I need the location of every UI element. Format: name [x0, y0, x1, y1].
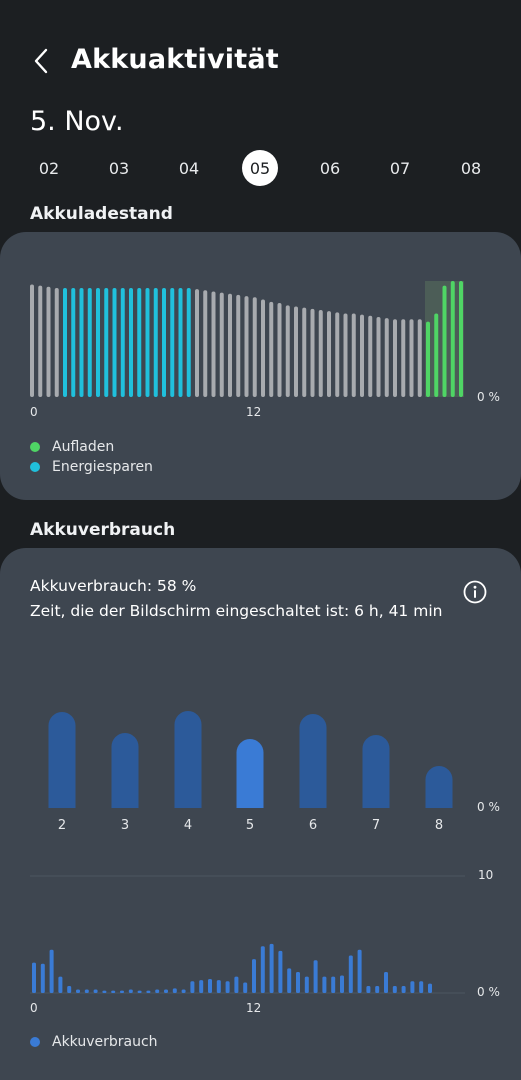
day-item-06[interactable]: 06	[319, 158, 341, 178]
day-item-02[interactable]: 02	[38, 158, 60, 178]
hourly-percent-label: 0 %	[477, 985, 500, 999]
usage-percent-text: Akkuverbrauch: 58 %	[30, 577, 197, 595]
battery-level-card	[0, 232, 521, 500]
day-item-08[interactable]: 08	[460, 158, 482, 178]
legend-label-charging: Aufladen	[52, 439, 115, 455]
battery-usage-title: Akkuverbrauch	[30, 520, 176, 540]
power-saving-dot-icon	[30, 462, 40, 472]
level-percent-label: 0 %	[477, 390, 500, 404]
chevron-left-icon	[34, 48, 48, 74]
legend-item-usage: Akkuverbrauch	[30, 1032, 158, 1052]
level-x-tick-12: 12	[246, 405, 262, 419]
hourly-x-tick-12: 12	[246, 1001, 262, 1015]
page-title: Akkuaktivität	[71, 44, 279, 75]
back-button[interactable]	[24, 44, 58, 78]
charging-dot-icon	[30, 442, 40, 452]
screen-time-text: Zeit, die der Bildschirm eingeschaltet i…	[30, 602, 443, 620]
selected-date: 5. Nov.	[30, 106, 124, 137]
battery-level-title: Akkuladestand	[30, 204, 173, 224]
day-selector: 02 03 04 05 06 07 08	[0, 148, 521, 188]
usage-dot-icon	[30, 1037, 40, 1047]
hourly-max-label: 10	[478, 868, 494, 882]
day-item-05[interactable]: 05	[242, 150, 278, 186]
level-legend: Aufladen Energiesparen	[30, 437, 153, 477]
legend-item-power-saving: Energiesparen	[30, 457, 153, 477]
legend-label-usage: Akkuverbrauch	[52, 1034, 158, 1050]
hourly-x-tick-0: 0	[30, 1001, 38, 1015]
day-item-04[interactable]: 04	[178, 158, 200, 178]
legend-label-power-saving: Energiesparen	[52, 459, 153, 475]
daily-percent-label: 0 %	[477, 800, 500, 814]
info-button[interactable]	[462, 579, 488, 605]
day-item-07[interactable]: 07	[389, 158, 411, 178]
usage-legend: Akkuverbrauch	[30, 1032, 158, 1052]
legend-item-charging: Aufladen	[30, 437, 153, 457]
day-item-03[interactable]: 03	[108, 158, 130, 178]
level-x-tick-0: 0	[30, 405, 38, 419]
info-icon	[463, 580, 487, 604]
